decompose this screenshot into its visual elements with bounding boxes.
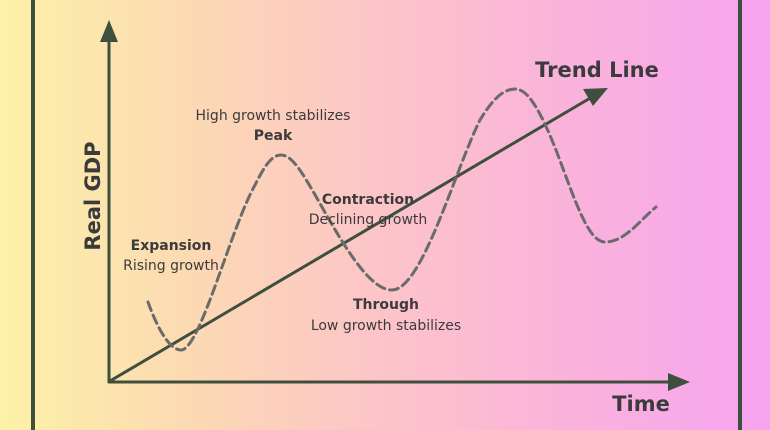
trend-line <box>109 95 593 383</box>
business-cycle-curve <box>146 87 658 352</box>
y-axis-arrow <box>100 20 118 42</box>
trend-line-arrow <box>583 88 608 106</box>
trough-title: Through <box>353 297 419 313</box>
x-axis-arrow <box>668 373 690 391</box>
trend-line-label: Trend Line <box>535 58 659 82</box>
expansion-desc: Rising growth <box>123 258 219 274</box>
right-border <box>738 0 742 430</box>
peak-title: Peak <box>254 128 293 144</box>
left-border <box>31 0 35 430</box>
contraction-desc: Declining growth <box>309 212 428 228</box>
trough-desc: Low growth stabilizes <box>311 318 461 334</box>
expansion-title: Expansion <box>131 238 212 254</box>
peak-desc: High growth stabilizes <box>196 108 351 124</box>
contraction-title: Contraction <box>322 192 414 208</box>
x-axis-label: Time <box>612 392 670 416</box>
y-axis-label: Real GDP <box>81 141 105 250</box>
